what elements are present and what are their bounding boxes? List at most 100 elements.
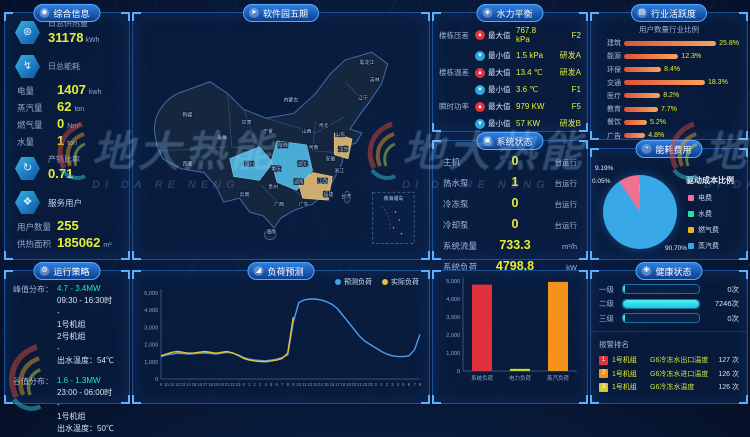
pie-callout: 90.70% (665, 245, 688, 252)
panel-hydraulic: ◈ 水力平衡 楼栋压差 ▲ 最大值 767.8 kPa F2 ▼ 最小值 1.5 kPa 研发A… (432, 4, 588, 132)
system-unit: m³/h (562, 241, 577, 251)
x-tick-label: 8 (287, 382, 290, 387)
panel-title-text: 综合信息 (53, 8, 90, 19)
industry-rows: 建筑 25.8% 能源 12.3% 环保 8.4% 交通 18.3% 医疗 8.2% 教育 7.7% 餐… (591, 35, 747, 141)
industry-bar-track: 7.7% (624, 106, 739, 113)
highlight-regions-blue[interactable] (229, 140, 313, 191)
ratio-icon: ↻ (15, 157, 40, 180)
panel-title-forecast: ◢ 负荷预测 (247, 262, 315, 280)
alarm-point: G6冷冻水温度 (650, 384, 695, 391)
legend-item: 燃气费 (688, 225, 719, 235)
province-label: 青海 (217, 134, 227, 141)
legend-item: 电费 (688, 193, 719, 203)
kv-label: 用户数量 (17, 222, 52, 232)
panel-title-text: 系统状态 (496, 136, 533, 147)
strategy-group: 谷值分布： 1.6 - 1.3MW 23:00 - 06:00时 - 1号机组 出水温度：… (5, 369, 129, 437)
ratio-label: 产销比率 (48, 155, 80, 164)
x-tick-label: 23 (368, 382, 373, 387)
forecast-icon: ◢ (253, 266, 264, 276)
industry-bar (624, 67, 662, 73)
x-tick-label: 7 (281, 382, 284, 387)
x-tick-label: 13 (181, 382, 186, 387)
kv-label: 燃气量 (17, 120, 43, 130)
x-tick-label: 8 (419, 382, 422, 387)
x-tick-label: 12 (307, 382, 312, 387)
x-tick-label: 21 (357, 382, 362, 387)
level-label: 三级 (599, 313, 614, 323)
legend-swatch (688, 195, 694, 201)
taiwan-island[interactable] (343, 190, 351, 204)
legend-label: 电费 (698, 195, 712, 202)
strategy-groups: 峰值分布： 4.7 - 3.4MW 09:30 - 16:30时 - 1号机组 2号机组 -… (5, 271, 129, 437)
kv-label: 蒸汽量 (17, 103, 43, 113)
system-unit: 台运行 (554, 199, 578, 209)
system-unit: 台运行 (554, 220, 578, 230)
hydraulic-value: 3.6 ℃ (516, 85, 539, 94)
overview-icon: ◉ (39, 8, 50, 18)
highlight-regions-tan[interactable] (298, 132, 353, 201)
industry-value: 18.3% (707, 79, 728, 87)
system-label: 热水泵 (443, 177, 469, 188)
industry-value: 25.8% (719, 39, 739, 47)
strategy-line: 出水温度：50℃ (57, 424, 114, 433)
panel-strategy: ⚙ 运行策略 峰值分布： 4.7 - 3.4MW 09:30 - 16:30时 - 1号… (4, 262, 130, 433)
panel-corner (132, 270, 141, 279)
x-tick-label: 6 (276, 382, 279, 387)
industry-category: 餐饮 (607, 119, 621, 127)
legend-item: 实际负荷 (382, 277, 419, 287)
site-icon: ➤ (248, 8, 259, 18)
panel-forecast: ◢ 负荷预测 预测负荷 实际负荷 0 1,000 2,000 3,000 4,000 5,0… (132, 262, 430, 404)
china-outline[interactable] (154, 51, 389, 229)
kv-row: 用户数量 255 (5, 217, 129, 234)
x-tick-label: 12 (175, 382, 180, 387)
x-tick-label: 2 (386, 382, 389, 387)
x-tick-label: 5 (402, 382, 405, 387)
panel-title-health: ✚ 健康状态 (635, 262, 703, 280)
hainan-island[interactable] (263, 229, 277, 240)
level-count: 7246次 (714, 299, 739, 308)
province-label: 辽宁 (358, 94, 368, 101)
x-tick-label: 5 (270, 382, 273, 387)
system-icon: ▣ (482, 136, 493, 146)
panel-corner (739, 148, 748, 157)
strategy-line: - (57, 400, 60, 409)
strategy-line: 1号机组 (57, 412, 86, 421)
users-stat: ❖ 服务用户 (5, 185, 129, 217)
kv-unit: ton (67, 140, 77, 147)
alarm-rank-header: 报警排名 (591, 330, 747, 352)
panel-health: ✚ 健康状态 一级 0次 二级 7246次 三级 0次 报警排名 1 1号机组 G6冷冻水出口… (590, 262, 748, 404)
x-tick-label: 14 (318, 382, 323, 387)
panel-title-overview: ◉ 综合信息 (33, 4, 101, 22)
load-bar-label: 系统负荷 (471, 374, 494, 382)
y-tick-label: 4,000 (144, 308, 158, 314)
kv-value: 1 (57, 133, 65, 148)
panel-title-text: 运行策略 (53, 266, 90, 277)
x-tick-label: 3 (391, 382, 394, 387)
level-bar-fill (623, 314, 626, 322)
consumption-kv-list: 电量 1407 kwh 蒸汽量 62 ton 燃气量 0 Nm³ 水量 1 ton (5, 81, 129, 149)
min-icon: ▼ (475, 50, 485, 61)
hydraulic-row: 楼栋温差 ▲ 最大值 13.4 ℃ 研发A (433, 64, 587, 81)
max-icon: ▲ (475, 67, 485, 78)
max-icon: ▲ (475, 30, 485, 40)
level-label: 一级 (599, 284, 614, 294)
load-bar (510, 368, 530, 371)
province-label: 江西 (318, 177, 328, 184)
alarm-count: 126 次 (718, 370, 739, 378)
industry-row: 建筑 25.8% (591, 35, 747, 48)
kv-row: 燃气量 0 Nm³ (5, 115, 129, 132)
industry-bar-track: 4.8% (624, 132, 739, 139)
x-tick-label: 22 (363, 382, 368, 387)
kv-row: 蒸汽量 62 ton (5, 98, 129, 115)
max-icon: ▲ (475, 101, 485, 112)
kv-unit: Nm³ (67, 123, 81, 130)
industry-bar-track: 25.8% (624, 40, 739, 47)
industry-bar-track: 18.3% (624, 79, 739, 86)
heat-supply-icon: ⊛ (15, 21, 40, 44)
x-tick-label: 21 (225, 382, 230, 387)
industry-bar-track: 5.2% (624, 119, 739, 126)
industry-bar-track: 12.3% (624, 53, 739, 60)
daily-supply-stat: ⊛ 日总供热量 31178 kWh (5, 13, 129, 49)
legend-label: 预测负荷 (344, 279, 372, 286)
